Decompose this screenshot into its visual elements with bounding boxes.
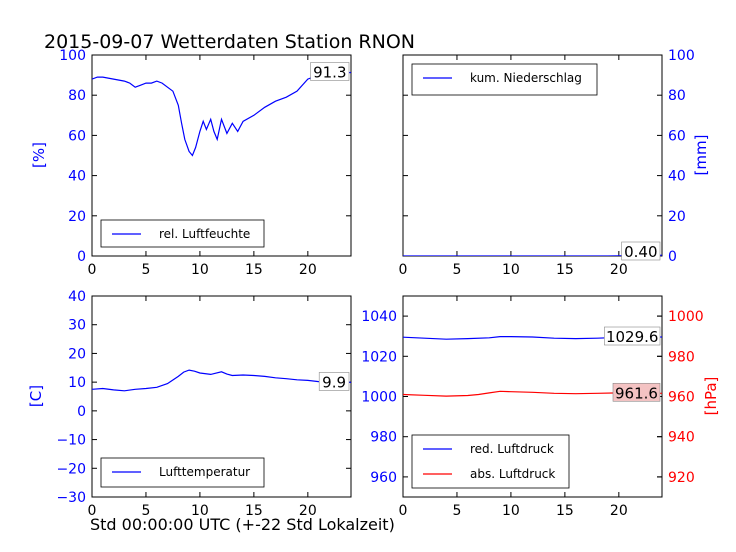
x-tick-label: 15 bbox=[245, 503, 263, 519]
legend-label: kum. Niederschlag bbox=[470, 71, 582, 85]
x-tick-label: 10 bbox=[191, 503, 209, 519]
x-tick-label: 15 bbox=[245, 262, 263, 278]
y-tick-label: 0 bbox=[77, 404, 86, 420]
last-value-label: 0.40 bbox=[624, 243, 657, 261]
x-tick-label: 5 bbox=[452, 262, 461, 278]
subplot-3: 0 5 10 15 20 −30 −20 −10 0 10 20 30 40 [C] 9.9 Lufttemp… bbox=[27, 289, 352, 519]
y-tick-label: 20 bbox=[668, 209, 686, 225]
figure-title: 2015-09-07 Wetterdaten Station RNON bbox=[44, 31, 415, 53]
y-tick-label: −20 bbox=[56, 461, 86, 477]
x-tick-label: 10 bbox=[502, 503, 520, 519]
series-line-1 bbox=[92, 369, 351, 392]
legend-label: red. Luftdruck bbox=[470, 442, 554, 456]
y-tick-label: 1020 bbox=[361, 349, 397, 365]
y-right-tick-label: 960 bbox=[668, 390, 695, 406]
last-value-box bbox=[604, 326, 661, 346]
y-tick-label: 30 bbox=[68, 318, 86, 334]
y-tick-label: 60 bbox=[668, 128, 686, 144]
x-axis-caption: Std 00:00:00 UTC (+-22 Std Lokalzeit) bbox=[90, 515, 395, 534]
last-value-box bbox=[612, 382, 661, 402]
x-tick-label: 15 bbox=[556, 262, 574, 278]
last-value-box bbox=[310, 62, 350, 81]
y-right-tick-label: 920 bbox=[668, 470, 695, 486]
legend-label: abs. Luftdruck bbox=[470, 467, 555, 481]
y-tick-label: 80 bbox=[68, 88, 86, 104]
series-line-2 bbox=[403, 390, 662, 397]
last-value-box bbox=[621, 241, 661, 261]
y-tick-label: 40 bbox=[68, 169, 86, 185]
x-tick-label: 5 bbox=[141, 262, 150, 278]
legend-label: rel. Luftfeuchte bbox=[159, 227, 250, 241]
y-right-tick-label: 940 bbox=[668, 430, 695, 446]
y-right-tick-label: 1000 bbox=[668, 309, 704, 325]
last-value-label: 9.9 bbox=[322, 373, 346, 391]
last-value-label: 961.6 bbox=[615, 384, 658, 402]
x-tick-label: 0 bbox=[399, 262, 408, 278]
x-tick-label: 5 bbox=[452, 503, 461, 519]
y-axis-title: [C] bbox=[27, 385, 45, 407]
y-tick-label: 0 bbox=[77, 249, 86, 265]
legend-box bbox=[411, 63, 598, 96]
x-tick-label: 15 bbox=[556, 503, 574, 519]
x-tick-label: 5 bbox=[141, 503, 150, 519]
x-tick-label: 20 bbox=[610, 262, 628, 278]
y-tick-label: 980 bbox=[370, 430, 397, 446]
y-tick-label: 960 bbox=[370, 470, 397, 486]
y-tick-label: 0 bbox=[668, 249, 677, 265]
y-tick-label: 20 bbox=[68, 209, 86, 225]
y-tick-label: 1040 bbox=[361, 309, 397, 325]
subplot-1: 0 5 10 15 20 0 20 40 60 80 100 [%] 91.3 rel. Luftfeuc… bbox=[30, 48, 352, 278]
y-right-tick-label: 980 bbox=[668, 349, 695, 365]
x-tick-label: 20 bbox=[610, 503, 628, 519]
y-axis-title: [mm] bbox=[692, 135, 710, 176]
y-tick-label: 100 bbox=[668, 48, 695, 64]
y-tick-label: 60 bbox=[68, 128, 86, 144]
y-tick-label: 1000 bbox=[361, 390, 397, 406]
x-tick-label: 20 bbox=[299, 262, 317, 278]
y-tick-label: 80 bbox=[668, 88, 686, 104]
last-value-label: 91.3 bbox=[313, 63, 346, 81]
y-tick-label: −10 bbox=[56, 433, 86, 449]
x-tick-label: 10 bbox=[191, 262, 209, 278]
x-tick-label: 10 bbox=[502, 262, 520, 278]
last-value-box bbox=[318, 372, 350, 391]
series-line-1 bbox=[92, 70, 351, 157]
subplot-2: 0 5 10 15 20 0 20 40 60 80 100 [mm] 0.40 kum. Nieders… bbox=[399, 48, 710, 278]
last-value-label: 1029.6 bbox=[606, 328, 659, 346]
x-tick-label: 0 bbox=[88, 262, 97, 278]
y-tick-label: 10 bbox=[68, 375, 86, 391]
y-tick-label: 100 bbox=[59, 48, 86, 64]
y-axis-title: [%] bbox=[30, 142, 48, 168]
y-axis-title-right: [hPa] bbox=[702, 377, 720, 416]
y-tick-label: −30 bbox=[56, 490, 86, 506]
x-tick-label: 20 bbox=[299, 503, 317, 519]
x-tick-label: 0 bbox=[88, 503, 97, 519]
x-tick-label: 0 bbox=[399, 503, 408, 519]
y-tick-label: 20 bbox=[68, 346, 86, 362]
legend-label: Lufttemperatur bbox=[159, 465, 250, 479]
subplot-4: 0 5 10 15 20 960 980 1000 1020 1040 920 940 960 980 10… bbox=[361, 295, 720, 519]
y-tick-label: 40 bbox=[668, 169, 686, 185]
y-tick-label: 40 bbox=[68, 289, 86, 305]
legend-box bbox=[411, 434, 570, 489]
